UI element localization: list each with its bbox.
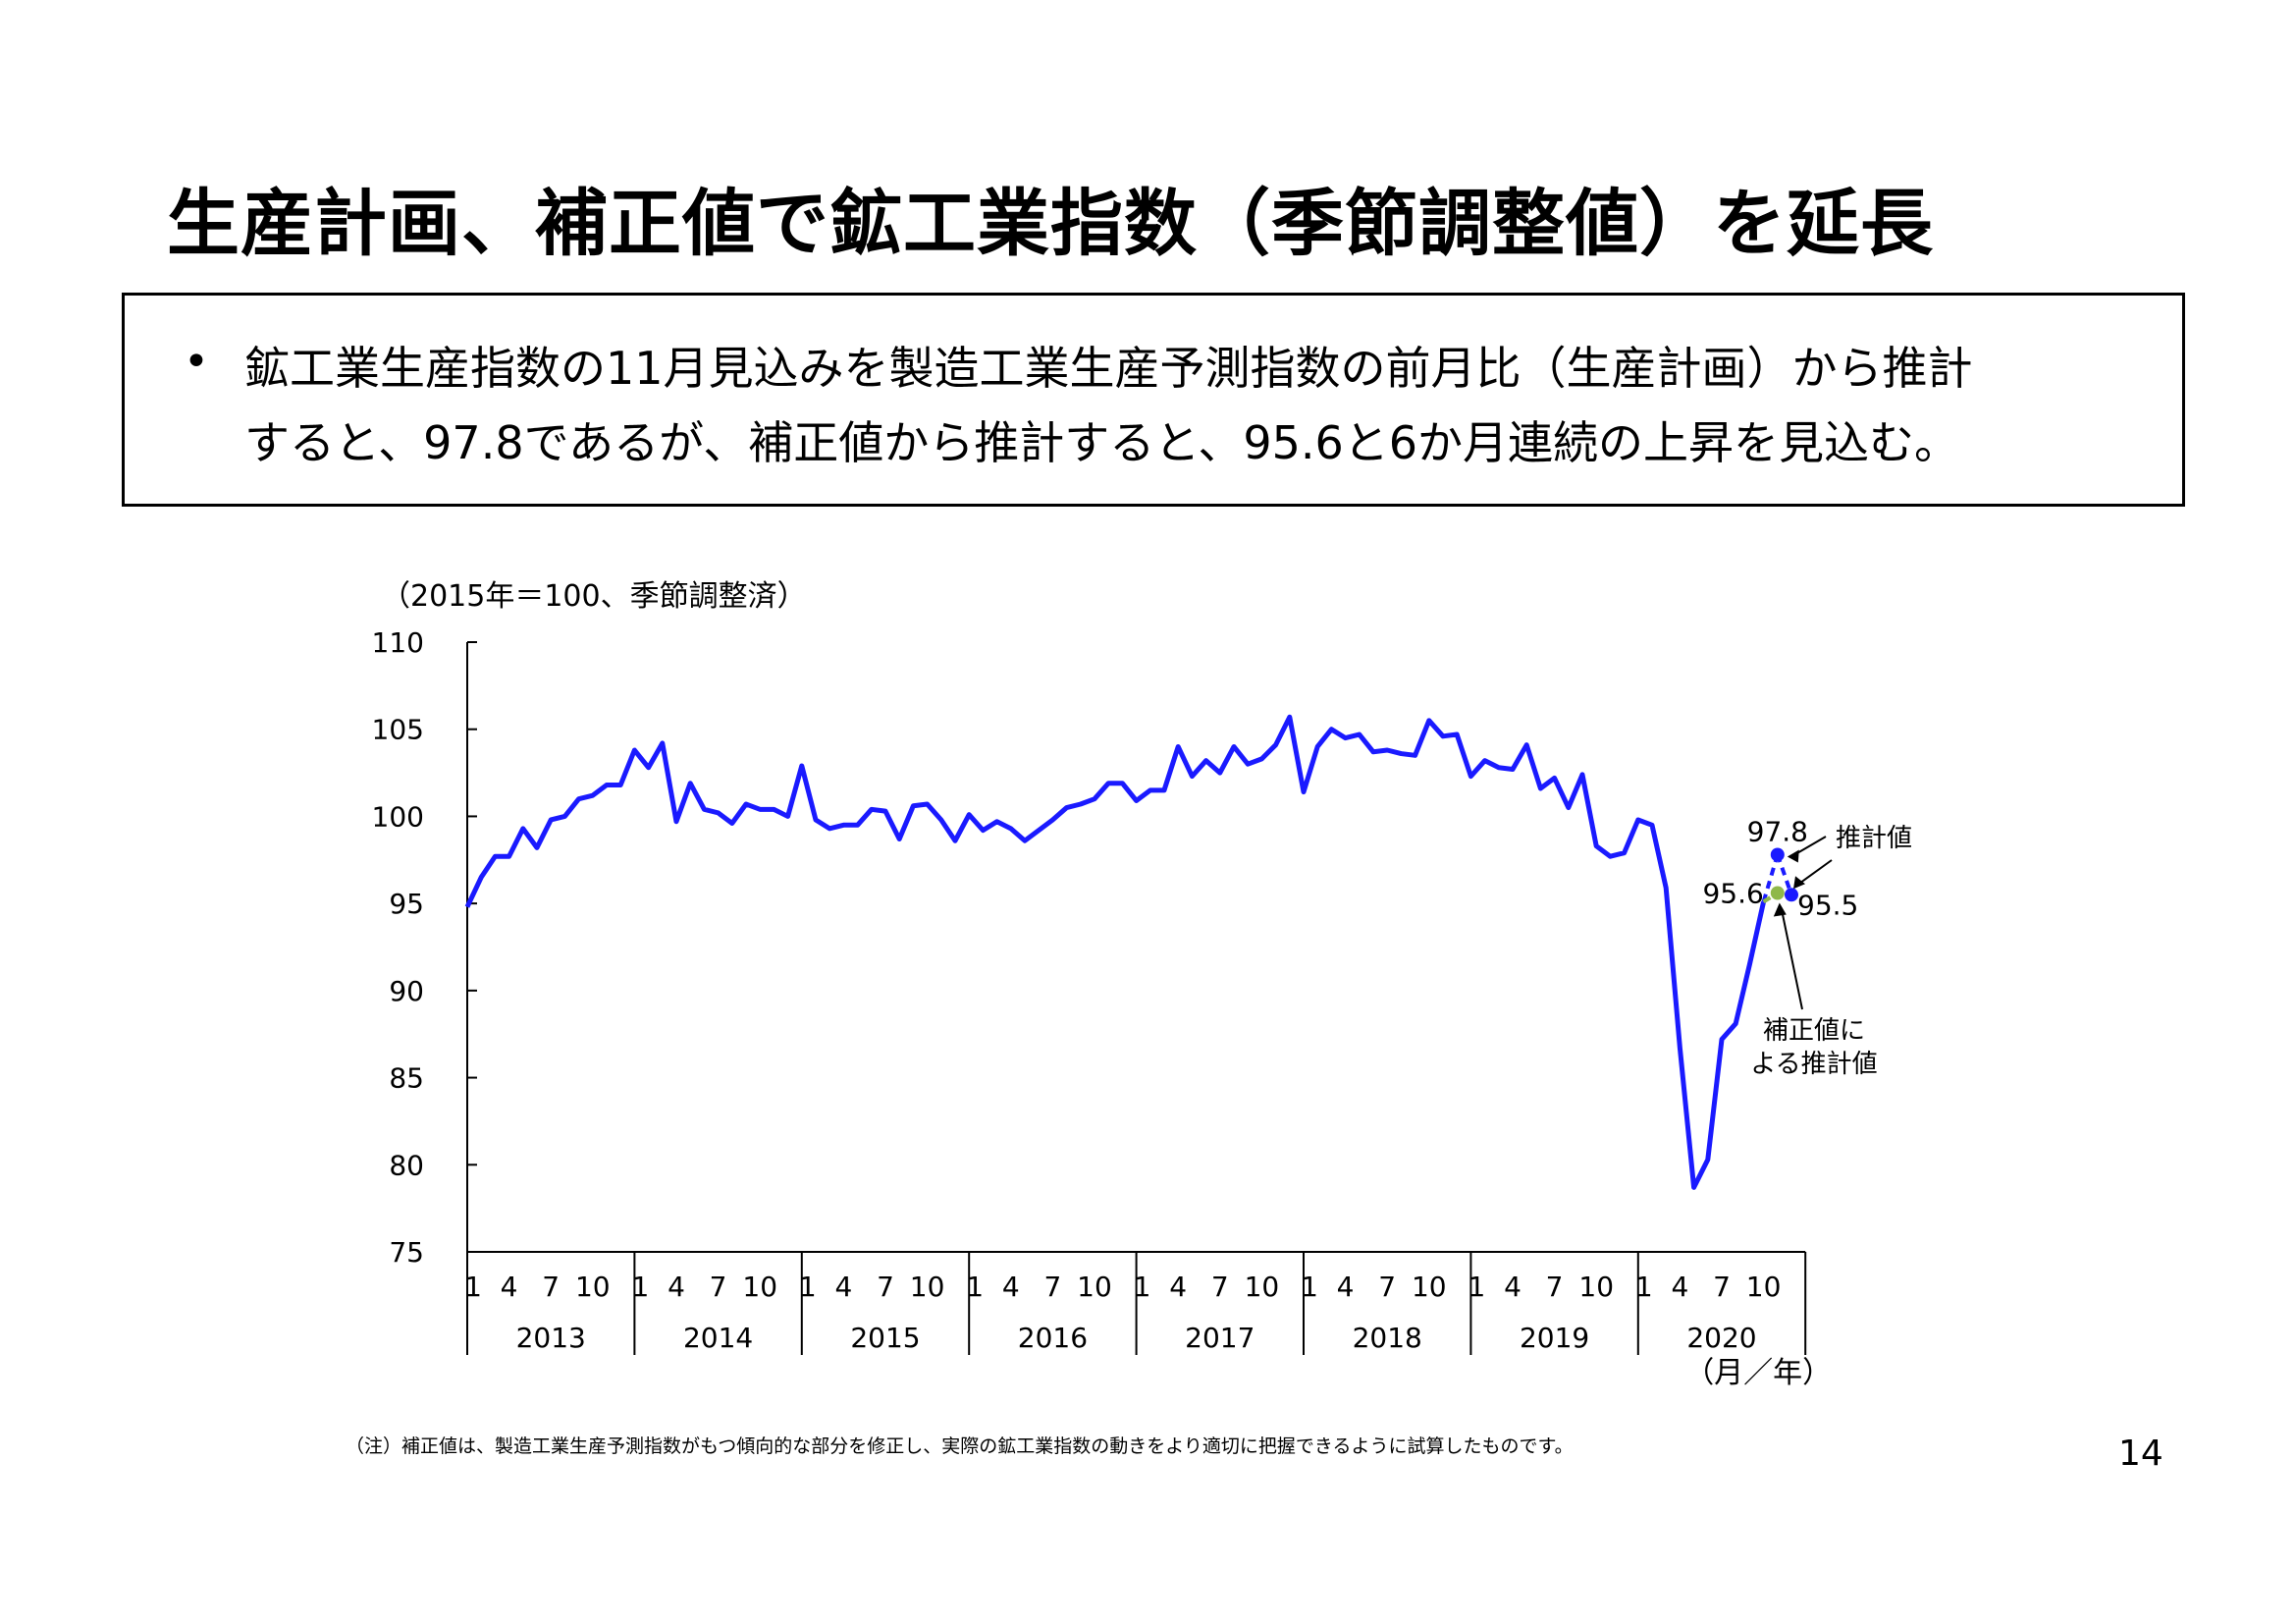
- x-year-label: 2017: [1185, 1322, 1255, 1354]
- annotation-arrow: [1780, 908, 1803, 1010]
- series-line: [464, 714, 1767, 1190]
- page-number: 14: [2118, 1434, 2163, 1474]
- plan-value-label: 97.8: [1747, 815, 1808, 847]
- plan-point: [1770, 847, 1785, 862]
- x-month-label: 1: [799, 1271, 817, 1303]
- x-month-label: 7: [1378, 1271, 1396, 1303]
- x-year-label: 2016: [1018, 1322, 1088, 1354]
- x-month-label: 1: [966, 1271, 984, 1303]
- y-tick-label: 80: [389, 1149, 424, 1181]
- x-month-label: 7: [1043, 1271, 1061, 1303]
- x-month-label: 1: [1635, 1271, 1653, 1303]
- y-tick-label: 95: [389, 888, 424, 920]
- x-month-label: 4: [1671, 1271, 1688, 1303]
- x-month-label: 4: [1337, 1271, 1355, 1303]
- next-value-label: 95.5: [1797, 889, 1858, 921]
- x-month-label: 4: [667, 1271, 685, 1303]
- chart-unit-label: （2015年＝100、季節調整済）: [381, 579, 807, 614]
- x-year-label: 2018: [1353, 1322, 1422, 1354]
- adjusted-projection-line: [1762, 891, 1779, 904]
- y-tick-label: 85: [389, 1062, 424, 1095]
- summary-line-2: すると、97.8であるが、補正値から推計すると、95.6と6か月連続の上昇を見込…: [244, 416, 1960, 469]
- x-month-label: 10: [1245, 1271, 1280, 1303]
- x-month-label: 10: [1412, 1271, 1447, 1303]
- adjusted-value-label: 95.6: [1702, 877, 1763, 909]
- x-axis-title: （月／年）: [1684, 1356, 1832, 1390]
- annotation-arrowhead: [1793, 876, 1805, 890]
- annotation-arrow: [1796, 859, 1833, 887]
- x-month-label: 1: [464, 1271, 482, 1303]
- annotation-arrowhead: [1787, 849, 1799, 863]
- page-title: 生産計画、補正値で鉱工業指数（季節調整値）を延長: [167, 182, 1934, 266]
- x-month-label: 4: [501, 1271, 518, 1303]
- x-year-label: 2019: [1520, 1322, 1589, 1354]
- x-month-label: 1: [631, 1271, 649, 1303]
- x-year-label: 2013: [516, 1322, 586, 1354]
- summary-box: • 鉱工業生産指数の11月見込みを製造工業生産予測指数の前月比（生産計画）から推…: [122, 293, 2185, 507]
- next-point: [1785, 888, 1798, 902]
- x-year-label: 2020: [1686, 1322, 1756, 1354]
- x-month-label: 1: [1468, 1271, 1485, 1303]
- x-month-label: 4: [1504, 1271, 1522, 1303]
- summary-text: 鉱工業生産指数の11月見込みを製造工業生産予測指数の前月比（生産計画）から推計 …: [244, 331, 2168, 480]
- bullet-symbol: •: [184, 337, 209, 387]
- y-tick-label: 100: [372, 800, 424, 833]
- plan-annotation-label: 推計値: [1836, 824, 1912, 853]
- x-month-label: 10: [575, 1271, 611, 1303]
- y-tick-label: 110: [372, 626, 424, 659]
- y-tick-label: 90: [389, 975, 424, 1007]
- x-month-label: 7: [877, 1271, 894, 1303]
- adjusted-point: [1770, 886, 1785, 900]
- plan-projection-line: [1775, 853, 1793, 895]
- summary-line-1: 鉱工業生産指数の11月見込みを製造工業生産予測指数の前月比（生産計画）から推計: [244, 342, 1973, 395]
- x-month-label: 4: [1169, 1271, 1187, 1303]
- adjusted-annotation-label: よる推計値: [1750, 1050, 1877, 1079]
- adjusted-annotation-label: 補正値に: [1763, 1016, 1865, 1046]
- x-month-label: 7: [542, 1271, 560, 1303]
- x-month-label: 1: [1301, 1271, 1318, 1303]
- x-month-label: 10: [1077, 1271, 1112, 1303]
- x-month-label: 1: [1134, 1271, 1151, 1303]
- x-month-label: 7: [710, 1271, 727, 1303]
- y-tick-label: 105: [372, 714, 424, 746]
- x-month-label: 7: [1546, 1271, 1564, 1303]
- annotation-arrowhead: [1773, 902, 1787, 917]
- x-month-label: 10: [910, 1271, 945, 1303]
- x-month-label: 4: [1002, 1271, 1020, 1303]
- x-month-label: 7: [1713, 1271, 1731, 1303]
- x-month-label: 10: [742, 1271, 777, 1303]
- x-month-label: 7: [1211, 1271, 1229, 1303]
- x-month-label: 10: [1578, 1271, 1614, 1303]
- y-tick-label: 75: [389, 1236, 424, 1269]
- x-month-label: 10: [1746, 1271, 1782, 1303]
- x-year-label: 2015: [850, 1322, 920, 1354]
- footnote: （注）補正値は、製造工業生産予測指数がもつ傾向的な部分を修正し、実際の鉱工業指数…: [346, 1435, 1574, 1457]
- x-month-label: 4: [834, 1271, 852, 1303]
- x-year-label: 2014: [683, 1322, 753, 1354]
